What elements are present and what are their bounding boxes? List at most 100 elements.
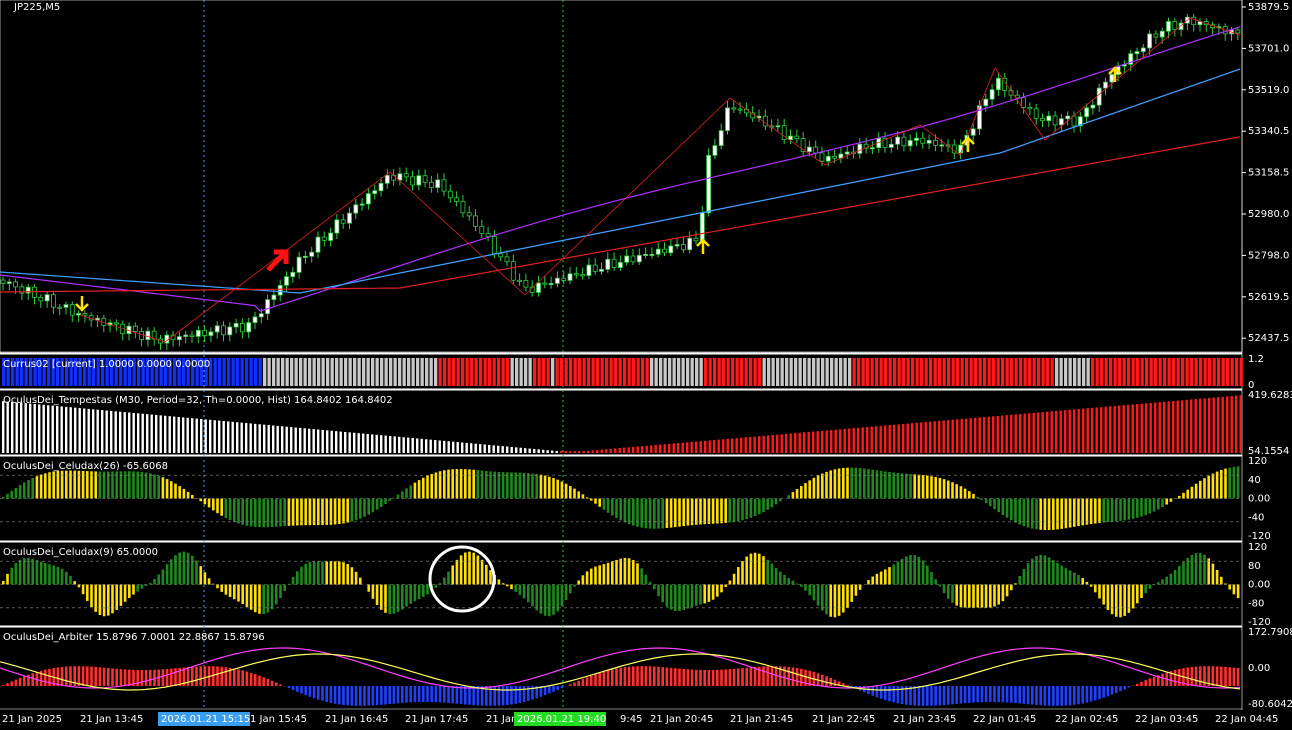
candle-body bbox=[800, 138, 806, 153]
hist-bar bbox=[326, 430, 329, 453]
osc-bar bbox=[1165, 576, 1168, 585]
osc-bar bbox=[774, 567, 778, 585]
osc-bar bbox=[384, 498, 387, 504]
osc-bar bbox=[560, 584, 564, 607]
osc-bar bbox=[245, 498, 249, 526]
osc-bar bbox=[1115, 498, 1118, 522]
osc-bar bbox=[556, 584, 559, 612]
osc-bar bbox=[552, 584, 555, 615]
hist-bar bbox=[762, 435, 765, 453]
arbiter-bar bbox=[518, 686, 522, 703]
hist-bar bbox=[434, 440, 437, 453]
arbiter-bar bbox=[1186, 667, 1189, 686]
osc-bar bbox=[434, 472, 438, 499]
hist-bar bbox=[587, 450, 590, 453]
hist-bar bbox=[119, 411, 122, 453]
arbiter-bar bbox=[98, 667, 102, 686]
osc-bar bbox=[774, 498, 778, 505]
osc-bar bbox=[779, 498, 782, 502]
osc-bar bbox=[136, 471, 139, 499]
state-bar bbox=[506, 358, 510, 386]
candle-body bbox=[895, 136, 900, 145]
arbiter-bar bbox=[413, 686, 417, 703]
candle-body bbox=[57, 306, 63, 309]
osc-bar bbox=[275, 498, 278, 527]
time-label: 9:45 bbox=[620, 714, 642, 725]
osc-bar bbox=[741, 561, 744, 585]
candle-body bbox=[882, 137, 888, 148]
state-bar bbox=[11, 358, 15, 386]
osc-bar bbox=[611, 498, 614, 516]
hist-bar bbox=[875, 426, 878, 453]
state-bar bbox=[1014, 358, 1018, 386]
osc-bar bbox=[35, 476, 39, 499]
osc-bar bbox=[455, 469, 459, 499]
state-bar bbox=[713, 358, 717, 386]
osc-bar bbox=[325, 561, 328, 585]
arbiter-bar bbox=[804, 669, 807, 686]
osc-bar bbox=[417, 480, 421, 499]
arbiter-bar bbox=[1010, 686, 1013, 703]
state-bar bbox=[861, 358, 865, 386]
osc-bar bbox=[842, 584, 845, 613]
arbiter-bar bbox=[821, 674, 824, 686]
state-bar bbox=[92, 358, 96, 386]
arbiter-bar bbox=[1228, 667, 1231, 686]
osc-bar bbox=[1014, 583, 1017, 585]
osc-bar bbox=[543, 475, 547, 499]
state-bar bbox=[218, 358, 222, 386]
arbiter-bar bbox=[724, 669, 727, 686]
state-bar bbox=[326, 358, 330, 386]
osc-bar bbox=[107, 471, 110, 499]
state-bar bbox=[1185, 358, 1189, 386]
candle-body bbox=[290, 271, 296, 278]
state-bar bbox=[1028, 358, 1032, 386]
arbiter-bar bbox=[170, 668, 173, 686]
hist-bar bbox=[267, 425, 270, 453]
osc-bar bbox=[728, 580, 732, 585]
candle-body bbox=[1235, 29, 1241, 34]
hist-bar bbox=[960, 418, 963, 453]
hist-bar bbox=[1104, 406, 1107, 453]
osc-bar bbox=[186, 552, 190, 585]
osc-bar bbox=[132, 471, 135, 499]
osc-bar bbox=[115, 471, 118, 499]
hist-bar bbox=[123, 412, 126, 453]
osc-bar bbox=[791, 580, 795, 585]
osc-bar bbox=[724, 498, 727, 523]
arbiter-bar bbox=[472, 686, 475, 706]
osc-bar bbox=[737, 567, 740, 585]
state-bar bbox=[474, 358, 478, 386]
state-bar bbox=[911, 358, 915, 386]
arbiter-bar bbox=[753, 666, 757, 686]
osc-bar bbox=[455, 559, 459, 585]
hist-bar bbox=[600, 449, 603, 453]
price-label: 52437.5 bbox=[1248, 333, 1289, 344]
candle-body bbox=[605, 258, 611, 270]
osc-bar bbox=[758, 553, 761, 585]
arbiter-bar bbox=[1073, 686, 1076, 705]
arbiter-bar bbox=[304, 686, 307, 696]
osc-bar bbox=[657, 498, 660, 529]
osc-bar bbox=[1119, 584, 1122, 618]
scale-label: 80 bbox=[1248, 561, 1261, 572]
hist-bar bbox=[357, 433, 360, 453]
arbiter-bar bbox=[569, 684, 572, 686]
osc-bar bbox=[497, 579, 501, 585]
arbiter-bar bbox=[699, 669, 702, 686]
arbiter-bar bbox=[762, 666, 765, 686]
hist-bar bbox=[402, 437, 405, 453]
hist-bar bbox=[317, 429, 320, 453]
osc-bar bbox=[804, 584, 807, 591]
hist-bar bbox=[65, 406, 68, 453]
state-bar bbox=[632, 358, 636, 386]
arbiter-bar bbox=[741, 668, 744, 686]
osc-bar bbox=[359, 577, 362, 585]
hist-bar bbox=[47, 405, 50, 453]
hist-bar bbox=[1190, 399, 1193, 453]
osc-bar bbox=[892, 472, 895, 499]
osc-bar bbox=[707, 584, 711, 602]
osc-bar bbox=[212, 498, 215, 511]
osc-bar bbox=[262, 584, 265, 615]
osc-bar bbox=[955, 584, 958, 606]
